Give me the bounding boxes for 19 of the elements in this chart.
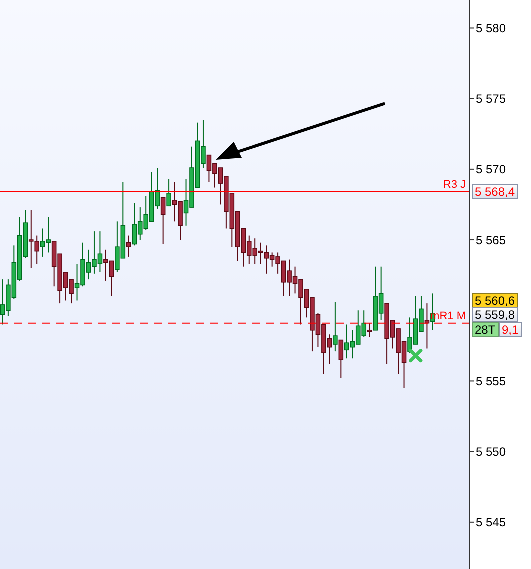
y-tick-label: 5 570	[476, 162, 506, 177]
ref-line-label: R3 J	[443, 179, 466, 192]
y-tick-label: 5 545	[476, 516, 506, 530]
candlestick	[160, 197, 166, 245]
candlestick	[338, 340, 344, 379]
candlestick	[126, 235, 132, 258]
candlestick	[166, 178, 172, 207]
y-tick-label: 5 550	[476, 445, 506, 460]
text: 5 559,8	[472, 307, 518, 322]
y-tick-label: 5 565	[476, 233, 506, 248]
text: 9,1	[499, 322, 522, 337]
text: 5 560,6	[472, 293, 518, 308]
y-tick-label: 5 555	[476, 374, 506, 388]
text: 5 568,4	[472, 184, 518, 199]
text: 28T	[472, 322, 499, 337]
y-tick-label: 5 575	[476, 92, 506, 106]
candlestick	[367, 322, 372, 338]
y-tick-label: 5 580	[476, 22, 506, 36]
candlestick	[333, 302, 338, 352]
